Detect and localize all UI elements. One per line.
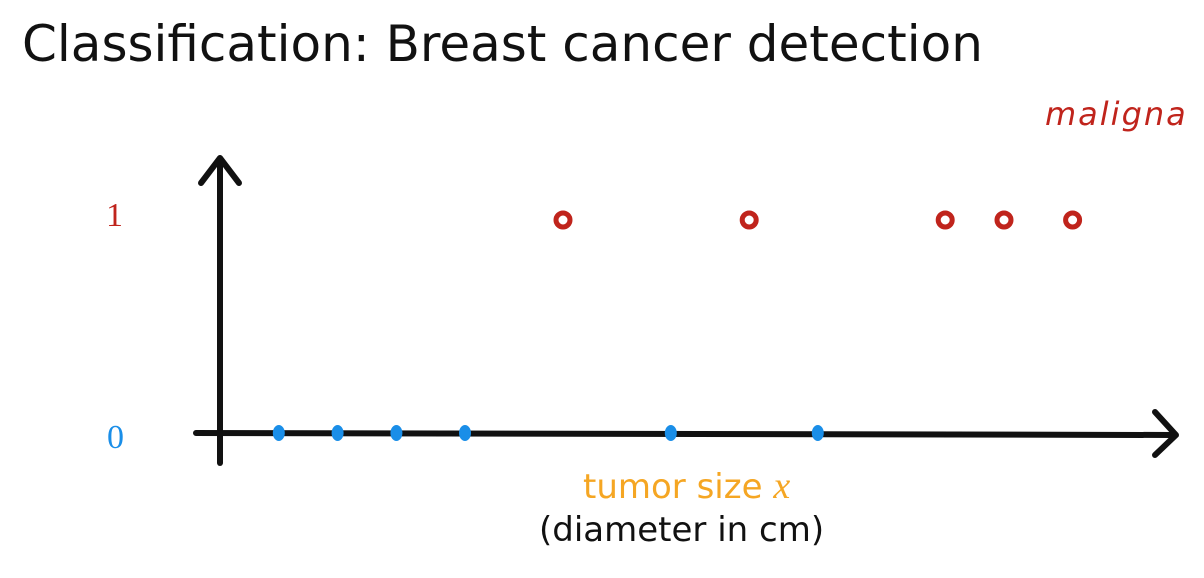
benign-point-4	[664, 425, 677, 441]
malignant-point-4	[1063, 210, 1083, 230]
x-axis-label: tumor size x	[583, 466, 790, 507]
malignant-point-2	[935, 210, 955, 230]
y-tick-label-0: 0	[107, 419, 124, 456]
data-points	[272, 210, 1083, 441]
benign-point-3	[459, 425, 471, 441]
benign-point-1	[331, 425, 344, 441]
benign-point-0	[272, 425, 285, 441]
chart-axes	[193, 155, 1179, 466]
malignant-annotation: maligna	[1045, 95, 1188, 133]
x-axis-label-text: tumor size	[583, 467, 763, 507]
benign-point-2	[390, 425, 403, 441]
x-axis-label-variable: x	[773, 465, 791, 507]
x-axis-arrowhead	[1152, 409, 1179, 458]
benign-point-5	[811, 425, 824, 441]
x-axis-sublabel: (diameter in cm)	[539, 510, 825, 550]
y-axis-arrowhead	[198, 155, 242, 186]
slide-title: Classification: Breast cancer detection	[22, 15, 983, 73]
malignant-point-3	[994, 210, 1014, 230]
malignant-point-0	[553, 210, 573, 230]
x-axis-line	[193, 430, 1177, 438]
malignant-point-1	[739, 210, 759, 230]
y-tick-label-1: 1	[106, 197, 123, 234]
